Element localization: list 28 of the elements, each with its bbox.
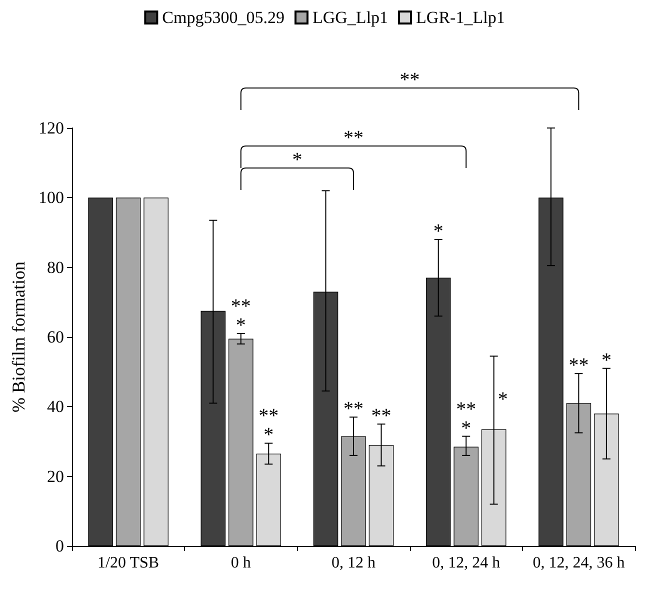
- legend-label: LGR-1_Llp1: [416, 8, 505, 27]
- data-label: **: [371, 405, 392, 428]
- text: **: [400, 69, 420, 91]
- x-tick-label: 0 h: [230, 554, 251, 572]
- data-label: *: [433, 220, 444, 242]
- data-label: *: [498, 388, 508, 410]
- data-label: **: [568, 354, 589, 377]
- legend-label: LGG_Llp1: [312, 8, 388, 27]
- data-label: ** *: [230, 296, 251, 337]
- y-tick-label: 100: [38, 188, 64, 208]
- data-label: *: [601, 349, 612, 372]
- y-tick-label: 120: [38, 118, 64, 138]
- annotation: *: [292, 149, 302, 171]
- data-label: ** *: [456, 398, 476, 440]
- x-tick-label: 1/20 TSB: [98, 554, 160, 572]
- y-tick-label: 0: [56, 536, 64, 556]
- annotation: **: [344, 127, 364, 149]
- y-tick-label: 40: [47, 397, 64, 416]
- x-tick-label: 0, 12, 24 h: [432, 554, 500, 572]
- y-tick-label: 60: [47, 328, 64, 346]
- y-axis-title: % Biofilm formation: [8, 262, 29, 412]
- x-tick-label: 0, 12 h: [332, 554, 376, 572]
- data-label: **: [344, 398, 364, 420]
- data-label: ** *: [258, 405, 279, 446]
- x-tick-label: 0, 12, 24, 36 h: [532, 554, 625, 572]
- y-tick-label: 80: [47, 258, 64, 277]
- y-tick-label: 20: [47, 466, 64, 486]
- legend-label: Cmpg5300_05.29: [162, 8, 284, 27]
